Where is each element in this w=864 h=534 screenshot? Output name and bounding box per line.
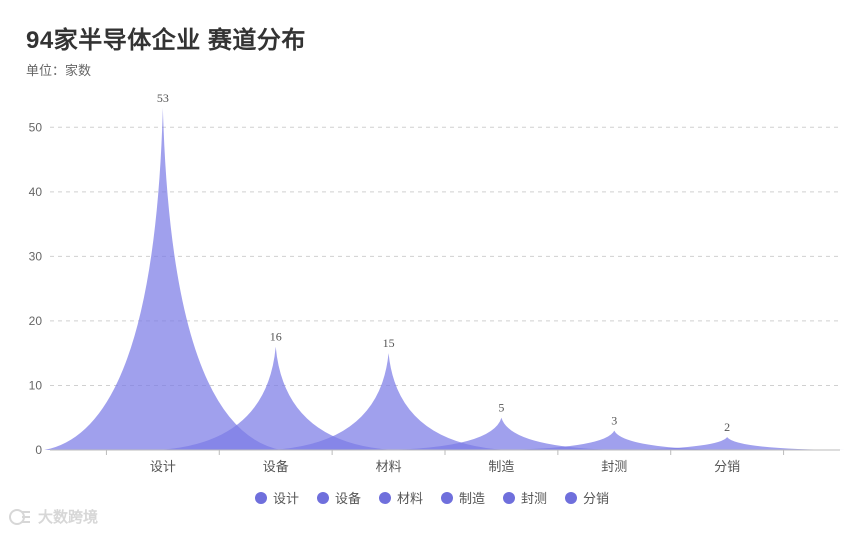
- chart-legend: 设计 设备 材料 制造 封测 分销: [0, 488, 864, 507]
- legend-label: 封测: [521, 491, 548, 506]
- y-tick-label: 40: [29, 185, 43, 199]
- y-tick-label: 20: [29, 314, 43, 328]
- legend-item-design[interactable]: 设计: [254, 488, 299, 507]
- data-label: 53: [157, 91, 169, 105]
- legend-marker: [378, 491, 391, 504]
- y-tick-label: 30: [29, 249, 43, 263]
- data-label: 3: [611, 414, 617, 428]
- x-tick-label: 材料: [376, 459, 402, 474]
- legend-marker: [254, 491, 267, 504]
- peak-4: [495, 430, 733, 450]
- watermark-logo-icon: [9, 508, 30, 525]
- y-tick-label: 50: [29, 120, 43, 134]
- chart-title: 94家半导体企业 赛道分布: [26, 27, 306, 54]
- data-label: 16: [270, 330, 282, 344]
- legend-label: 制造: [459, 491, 486, 506]
- legend-item-distribution[interactable]: 分销: [565, 488, 609, 507]
- peak-3: [382, 417, 620, 450]
- legend-label: 材料: [396, 491, 423, 506]
- data-label: 2: [724, 420, 730, 434]
- x-tick-label: 分销: [714, 459, 740, 474]
- chart-unit-label: 单位：家数: [26, 63, 92, 78]
- legend-item-materials[interactable]: 材料: [378, 488, 423, 507]
- watermark: 大数跨境: [8, 506, 98, 527]
- peak-0: [44, 107, 282, 450]
- legend-marker: [441, 491, 453, 504]
- legend-marker: [316, 491, 329, 504]
- x-tick-label: 封测: [601, 459, 627, 474]
- watermark-text: 大数跨境: [38, 509, 99, 526]
- legend-item-equipment[interactable]: 设备: [316, 488, 361, 507]
- legend-item-manufacturing[interactable]: 制造: [441, 488, 485, 507]
- x-tick-label: 制造: [488, 459, 514, 474]
- y-tick-label: 0: [35, 443, 42, 457]
- peak-2: [270, 353, 508, 450]
- legend-marker: [565, 491, 578, 504]
- legend-label: 设计: [272, 491, 299, 506]
- x-tick-label: 设计: [150, 459, 176, 474]
- legend-marker: [503, 491, 516, 504]
- legend-label: 设备: [334, 491, 361, 506]
- peak-5: [608, 437, 846, 450]
- legend-label: 分销: [583, 491, 610, 506]
- data-label: 5: [498, 401, 504, 415]
- y-tick-label: 10: [29, 378, 43, 392]
- x-tick-label: 设备: [263, 459, 289, 474]
- data-label: 15: [383, 336, 395, 350]
- peak-1: [157, 346, 395, 450]
- legend-item-packaging[interactable]: 封测: [503, 488, 547, 507]
